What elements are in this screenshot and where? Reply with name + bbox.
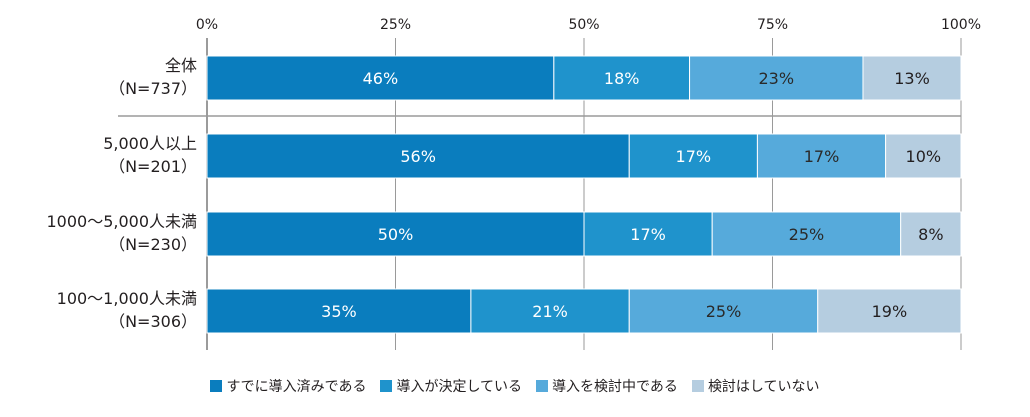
legend: すでに導入済みである 導入が決定している 導入を検討中である 検討はしていない <box>0 376 1030 396</box>
data-label: 19% <box>872 302 908 321</box>
data-label: 25% <box>789 225 825 244</box>
bar-segment <box>206 211 585 257</box>
bar-segment <box>628 288 819 334</box>
bar-segment <box>900 211 962 257</box>
legend-label: 導入が決定している <box>396 379 523 395</box>
bar-segment <box>206 133 630 179</box>
legend-item: 検討はしていない <box>691 376 820 396</box>
category-label: 全体 <box>165 56 197 75</box>
data-label: 21% <box>532 302 568 321</box>
data-label: 13% <box>894 69 930 88</box>
legend-item: すでに導入済みである <box>210 376 366 396</box>
legend-swatch <box>210 380 223 392</box>
category-label: 100～1,000人未満 <box>57 289 197 308</box>
bar-segment <box>885 133 962 179</box>
category-label: 1000～5,000人未満 <box>46 212 197 231</box>
legend-swatch <box>536 380 549 392</box>
data-label: 17% <box>804 147 840 166</box>
legend-label: すでに導入済みである <box>226 379 367 395</box>
legend-item: 導入が決定している <box>380 376 522 396</box>
data-label: 50% <box>378 225 414 244</box>
legend-swatch <box>380 380 393 392</box>
bar-segment <box>862 55 962 101</box>
legend-item: 導入を検討中である <box>536 376 678 396</box>
data-label: 10% <box>906 147 942 166</box>
data-label: 23% <box>758 69 794 88</box>
data-label: 18% <box>604 69 640 88</box>
stacked-bar-chart: 0% 25% 50% 75% 100% 46% 18% 23% 13% 全体 （N=737） 56% 1… <box>46 17 981 350</box>
category-n-label: （N=306） <box>109 312 197 331</box>
category-n-label: （N=230） <box>109 235 197 254</box>
bar-segment <box>628 133 758 179</box>
bar-segment <box>711 211 902 257</box>
bar-segment <box>470 288 630 334</box>
category-label: 5,000人以上 <box>103 134 197 153</box>
bar-segment <box>206 55 555 101</box>
tick-label: 75% <box>757 17 788 33</box>
tick-label: 25% <box>380 17 411 33</box>
tick-label: 0% <box>196 17 218 33</box>
legend-label: 導入を検討中である <box>552 379 678 395</box>
category-n-label: （N=737） <box>109 79 197 98</box>
bar-segment <box>553 55 691 101</box>
data-label: 56% <box>400 147 436 166</box>
data-label: 17% <box>630 225 666 244</box>
data-label: 8% <box>918 225 943 244</box>
bar-segment <box>689 55 864 101</box>
data-label: 35% <box>321 302 357 321</box>
bar-segment <box>206 288 472 334</box>
data-label: 17% <box>676 147 712 166</box>
legend-label: 検討はしていない <box>707 379 820 395</box>
category-n-label: （N=201） <box>109 157 197 176</box>
data-label: 46% <box>363 69 399 88</box>
tick-label: 50% <box>568 17 599 33</box>
bar-segment <box>817 288 962 334</box>
legend-swatch <box>691 380 704 392</box>
data-label: 25% <box>706 302 742 321</box>
tick-label: 100% <box>941 17 981 33</box>
